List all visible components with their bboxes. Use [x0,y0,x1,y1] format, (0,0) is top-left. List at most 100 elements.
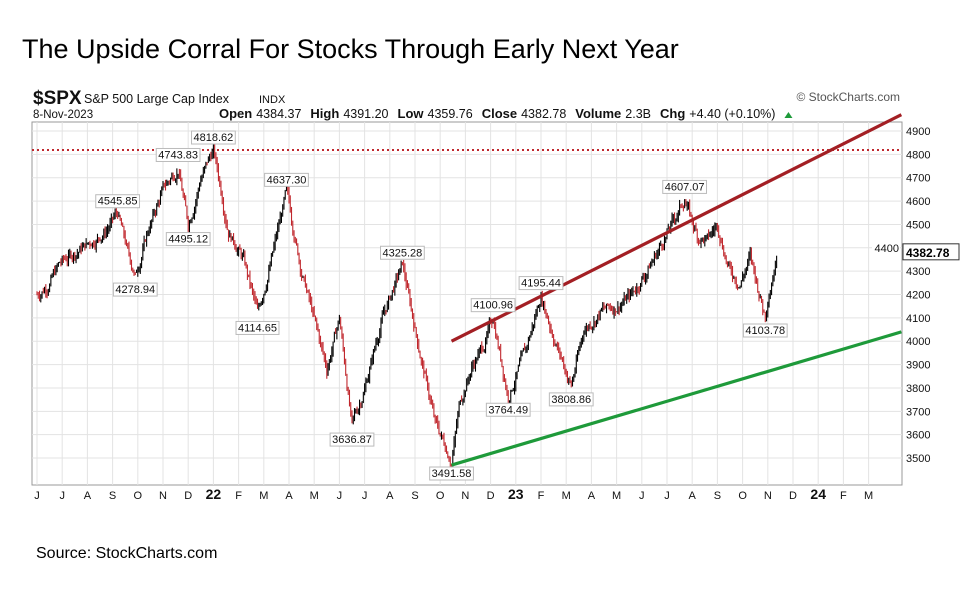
x-tick-label: D [487,490,495,502]
y-tick-label: 3700 [906,406,930,418]
x-tick-label: A [386,490,394,502]
price-annotation: 4545.85 [98,196,138,208]
x-tick-label: F [235,490,242,502]
price-annotation: 3491.58 [432,468,472,480]
annotation-box [518,276,564,291]
quote-value-open: 4384.37 [256,107,301,121]
x-tick-label: O [738,490,747,502]
quote-value-volume: 2.3B [625,107,651,121]
x-tick-label: J [639,490,645,502]
x-tick-label: A [285,490,293,502]
price-annotation: 4495.12 [168,234,208,246]
annotation-box [485,402,531,417]
last-price-box [902,243,960,261]
price-annotation: 4100.96 [473,300,513,312]
x-tick-label: A [689,490,697,502]
y-tick-label: 4200 [906,290,930,302]
quote-label-high: High [310,106,339,121]
quote-date: 8-Nov-2023 [33,109,93,121]
price-annotation: 4818.62 [194,132,234,144]
symbol: $SPX [33,88,82,109]
price-annotation: 4637.30 [267,174,307,186]
quote-value-close: 4382.78 [521,107,566,121]
lower-support-line [451,330,902,467]
annotation-box [429,466,474,481]
x-tick-label: N [159,490,167,502]
x-tick-label: A [84,490,92,502]
y-tick-label: 4700 [906,173,930,185]
x-tick-label: J [34,490,40,502]
annotation-box [329,432,375,447]
x-tick-label: F [840,490,847,502]
x-tick-label: S [714,490,721,502]
up-arrow-icon [784,112,793,118]
x-tick-label: N [461,490,469,502]
annotation-box [155,147,201,162]
x-tick-label: O [436,490,445,502]
price-annotation: 4103.78 [745,325,785,337]
source-note: Source: StockCharts.com [36,545,218,562]
y-tick-label: 3800 [906,383,930,395]
x-tick-label: A [588,490,596,502]
x-tick-label: J [362,490,368,502]
y-tick-label: 3500 [906,453,930,465]
price-annotation: 4325.28 [383,247,423,259]
x-tick-label: M [612,490,621,502]
x-tick-label: 23 [508,486,524,502]
annotation-box [742,323,788,338]
annotation-box [165,232,211,247]
x-tick-label: D [789,490,797,502]
y-tick-label-backing [872,241,900,254]
y-tick-label: 3900 [906,360,930,372]
page-title: The Upside Corral For Stocks Through Ear… [22,34,679,64]
x-tick-label: J [664,490,670,502]
x-tick-label: D [184,490,192,502]
price-annotation: 4114.65 [238,322,277,334]
x-tick-label: N [764,490,772,502]
quote-label-close: Close [482,106,517,121]
quote-value-chg: +4.40 (+0.10%) [689,107,775,121]
index-name: S&P 500 Large Cap Index [84,92,230,106]
price-annotation: 3808.86 [551,394,591,406]
y-tick-label: 4100 [906,313,930,325]
y-tick-label: 4400 [875,243,899,255]
price-annotation: 4607.07 [665,181,705,193]
x-tick-label: S [109,490,116,502]
y-tick-label: 4800 [906,149,930,161]
annotation-box [548,392,594,407]
exchange: INDX [259,94,286,106]
annotation-box [112,282,158,297]
y-tick-label: 4000 [906,336,930,348]
quote-label-volume: Volume [575,106,621,121]
y-tick-label: 4900 [906,126,930,138]
annotation-box [264,172,309,187]
annotation-box [470,298,516,313]
annotation-box [191,130,236,145]
x-tick-label: M [562,490,571,502]
quote-label-open: Open [219,106,252,121]
x-tick-label: 24 [810,486,826,502]
annotation-box [662,179,708,194]
quote-value-high: 4391.20 [343,107,388,121]
price-annotation: 4195.44 [521,278,561,290]
x-tick-label: F [538,490,545,502]
y-tick-label: 4300 [906,266,930,278]
copyright: © StockCharts.com [796,90,900,104]
annotation-box [380,245,425,260]
y-tick-label: 4600 [906,196,930,208]
last-price-label: 4382.78 [906,246,950,260]
x-tick-label: S [411,490,418,502]
x-tick-label: 22 [206,486,222,502]
x-tick-label: M [864,490,873,502]
annotation-box [95,194,141,209]
x-tick-label: J [337,490,343,502]
price-annotation: 4278.94 [115,284,155,296]
y-tick-label: 3600 [906,430,930,442]
quote-label-low: Low [398,106,425,121]
price-annotation: 4743.83 [158,149,198,161]
annotation-box [235,320,280,335]
price-annotation: 3764.49 [488,404,528,416]
x-tick-label: O [134,490,143,502]
x-tick-label: M [310,490,319,502]
